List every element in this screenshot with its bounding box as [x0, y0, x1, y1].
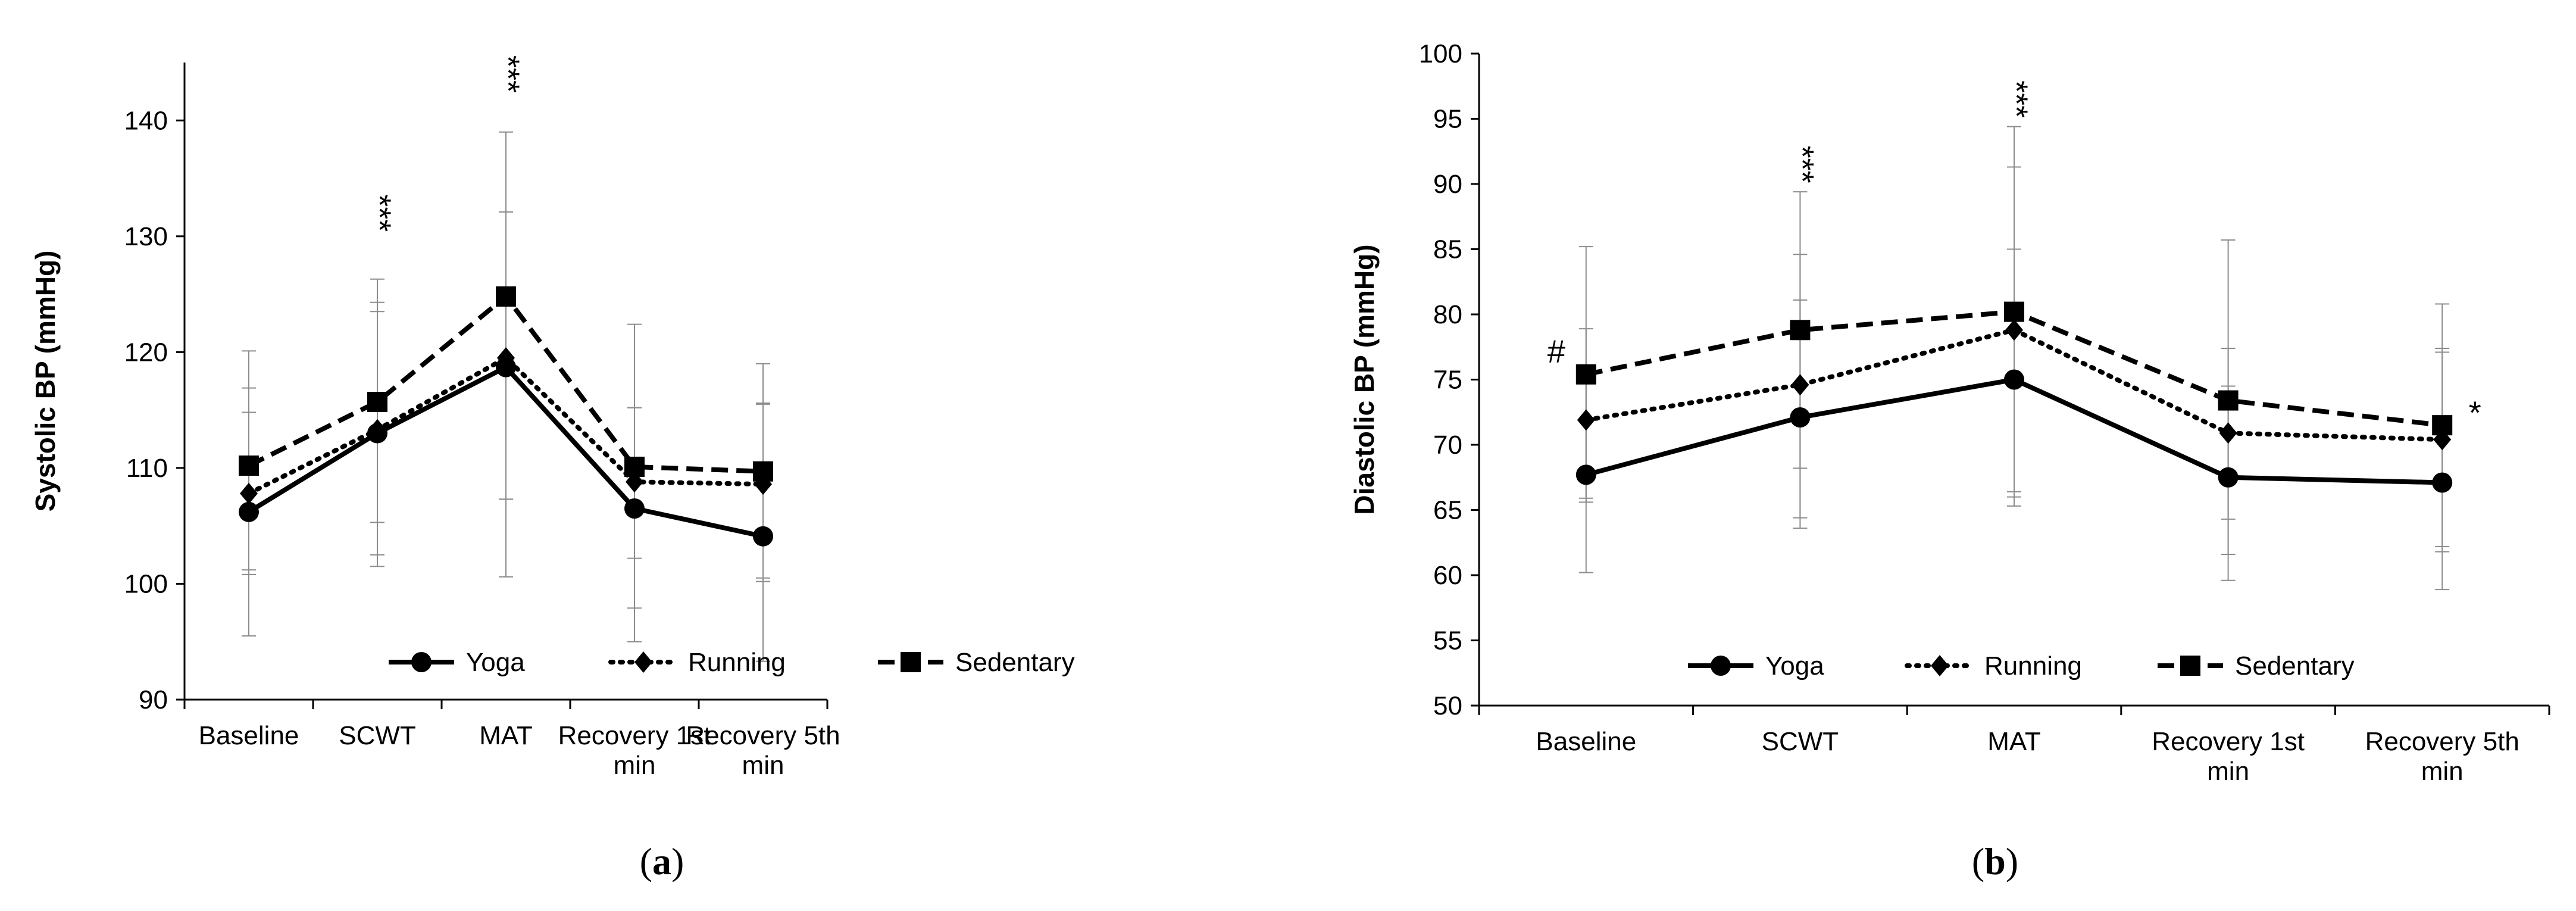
significance-marker: *** — [1784, 146, 1820, 183]
data-point-sedentary — [2004, 301, 2024, 322]
y-tick-label: 60 — [1433, 561, 1462, 590]
significance-marker: *** — [1999, 80, 2034, 118]
data-point-yoga — [2432, 472, 2453, 493]
data-point-yoga — [2218, 467, 2239, 488]
y-tick-label: 65 — [1433, 496, 1462, 525]
data-point-sedentary — [624, 456, 645, 477]
data-point-running — [1791, 374, 1809, 396]
data-point-sedentary — [239, 456, 259, 476]
panel-paren: ) — [2006, 840, 2018, 882]
legend-label: Running — [688, 648, 786, 677]
significance-marker: * — [2469, 395, 2481, 431]
y-tick-label: 50 — [1433, 691, 1462, 720]
y-tick-label: 70 — [1433, 430, 1462, 460]
data-point-running — [2219, 422, 2237, 444]
y-tick-label: 95 — [1433, 105, 1462, 134]
x-tick-label: min — [742, 751, 784, 780]
y-tick-label: 55 — [1433, 626, 1462, 656]
x-tick-label: SCWT — [1762, 727, 1839, 756]
legend-label: Yoga — [1765, 651, 1824, 681]
x-tick-label: Recovery 1st — [558, 721, 711, 750]
significance-marker: *** — [490, 55, 526, 93]
x-tick-label: Baseline — [199, 721, 299, 750]
legend-marker — [2180, 656, 2200, 676]
panel-letter: a — [652, 840, 671, 882]
y-tick-label: 110 — [126, 454, 168, 483]
panel-letter: b — [1984, 840, 2006, 882]
y-tick-label: 100 — [1419, 39, 1462, 68]
y-tick-label: 90 — [1433, 170, 1462, 199]
y-tick-label: 140 — [124, 106, 168, 135]
data-point-yoga — [1575, 464, 1596, 485]
data-point-running — [368, 419, 386, 441]
data-point-running — [497, 347, 515, 369]
data-point-sedentary — [2218, 390, 2239, 411]
legend-label: Sedentary — [955, 648, 1075, 677]
chart-panel-2: 50 55 60 65 70 75 80 85 90 95 100 Baseline SCWT MAT Re… — [1349, 39, 2550, 882]
y-tick-label: 75 — [1433, 366, 1462, 395]
x-tick-label: Recovery 5th — [2365, 727, 2519, 756]
data-point-yoga — [2004, 369, 2024, 390]
y-tick-label: 130 — [124, 222, 168, 251]
data-point-yoga — [239, 501, 259, 522]
data-point-yoga — [624, 498, 645, 519]
y-tick-label: 80 — [1433, 300, 1462, 329]
y-axis-title: Systolic BP (mmHg) — [30, 251, 61, 512]
legend-marker — [901, 652, 921, 672]
legend-marker — [634, 651, 652, 673]
legend-marker — [1711, 656, 1731, 676]
x-tick-label: MAT — [479, 721, 533, 750]
legend-label: Running — [1984, 651, 2082, 681]
data-point-yoga — [1790, 407, 1811, 428]
data-point-sedentary — [1790, 320, 1811, 341]
x-tick-label: MAT — [1987, 727, 2041, 756]
legend-marker — [1931, 655, 1949, 676]
panel-paren: ( — [640, 840, 652, 882]
panel-paren: ( — [1972, 840, 1984, 882]
significance-marker: *** — [362, 194, 398, 232]
x-tick-label: min — [2421, 757, 2464, 786]
data-point-sedentary — [367, 392, 387, 413]
x-tick-label: min — [614, 751, 656, 780]
data-point-sedentary — [1575, 364, 1596, 385]
chart-panel-1: 90 100 110 120 130 140 Baseline SCWT MAT Recovery… — [30, 55, 1075, 882]
data-point-sedentary — [753, 461, 773, 482]
y-tick-label: 120 — [124, 338, 168, 367]
series-line-running — [246, 355, 765, 496]
data-point-yoga — [753, 526, 773, 547]
panel-label: (a) — [640, 840, 684, 882]
panel-label: (b) — [1972, 840, 2018, 882]
y-tick-label: 100 — [124, 569, 168, 598]
x-tick-label: Recovery 5th — [686, 721, 840, 750]
x-tick-label: Baseline — [1536, 727, 1636, 756]
y-tick-label: 85 — [1433, 235, 1462, 264]
x-tick-label: min — [2207, 757, 2249, 786]
data-point-sedentary — [496, 286, 516, 307]
data-point-running — [1577, 409, 1595, 431]
panel-paren: ) — [671, 840, 684, 882]
legend-label: Yoga — [466, 648, 525, 677]
x-tick-label: Recovery 1st — [2152, 727, 2305, 756]
data-point-sedentary — [2432, 415, 2453, 436]
y-axis-title: Diastolic BP (mmHg) — [1349, 244, 1380, 514]
x-tick-label: SCWT — [339, 721, 416, 750]
significance-marker: # — [1548, 334, 1565, 370]
legend-label: Sedentary — [2235, 651, 2355, 681]
y-tick-label: 90 — [139, 685, 168, 715]
legend-marker — [411, 652, 432, 672]
data-point-running — [2005, 319, 2023, 341]
data-point-running — [240, 482, 258, 504]
